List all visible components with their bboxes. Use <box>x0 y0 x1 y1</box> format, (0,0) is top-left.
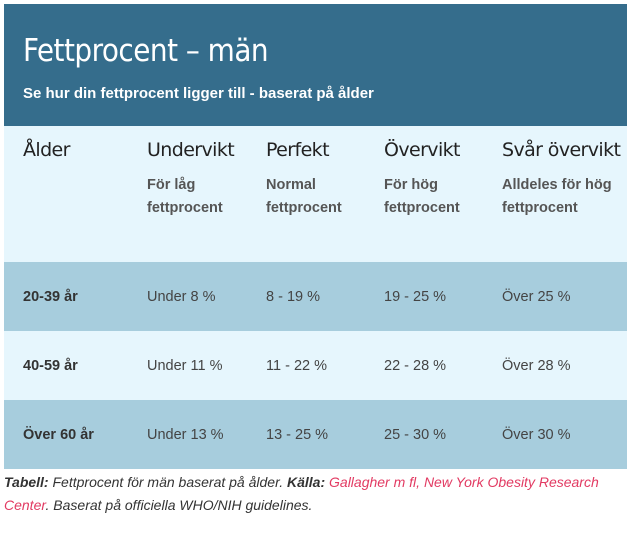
column-description: För låg fettprocent <box>147 177 223 216</box>
column-description: Normal fettprocent <box>266 177 342 216</box>
caption-tail: . Baserat på officiella WHO/NIH guidelin… <box>45 497 313 513</box>
severe-overweight-cell: Över 30 % <box>502 426 571 443</box>
caption-label: Tabell: <box>4 474 49 490</box>
column-description: För hög fettprocent <box>384 177 460 216</box>
column-header-age: Ålder <box>4 138 128 262</box>
underweight-cell: Under 8 % <box>147 288 216 305</box>
severe-overweight-cell: Över 25 % <box>502 288 571 305</box>
column-description: Alldeles för hög fettprocent <box>502 177 612 216</box>
underweight-cell: Under 13 % <box>147 426 224 443</box>
column-title: Övervikt <box>384 139 460 161</box>
column-header-overweight: Övervikt För hög fettprocent <box>365 138 483 262</box>
column-title: Svår övervikt <box>502 139 621 161</box>
column-title: Perfekt <box>266 139 330 161</box>
table-row: 20-39 år Under 8 % 8 - 19 % 19 - 25 % Öv… <box>4 262 627 331</box>
column-title: Ålder <box>23 139 70 161</box>
perfect-cell: 8 - 19 % <box>266 288 320 305</box>
column-headers: Ålder Undervikt För låg fettprocent Perf… <box>4 126 627 262</box>
table-header: Fettprocent – män Se hur din fettprocent… <box>4 4 627 126</box>
perfect-cell: 11 - 22 % <box>266 357 327 374</box>
severe-overweight-cell: Över 28 % <box>502 357 571 374</box>
overweight-cell: 22 - 28 % <box>384 357 447 374</box>
perfect-cell: 13 - 25 % <box>266 426 329 443</box>
column-header-underweight: Undervikt För låg fettprocent <box>128 138 247 262</box>
age-cell: 40-59 år <box>23 357 78 374</box>
overweight-cell: 19 - 25 % <box>384 288 447 305</box>
table-subtitle: Se hur din fettprocent ligger till - bas… <box>23 85 374 102</box>
source-link[interactable]: Gallagher m fl, New York Obesity Researc… <box>4 474 599 513</box>
caption-text: Fettprocent för män baserat på ålder. <box>48 474 287 490</box>
age-cell: Över 60 år <box>23 426 94 443</box>
column-header-perfect: Perfekt Normal fettprocent <box>247 138 365 262</box>
column-header-severe-overweight: Svår övervikt Alldeles för hög fettproce… <box>483 138 627 262</box>
table-title: Fettprocent – män <box>23 33 269 69</box>
column-title: Undervikt <box>147 139 235 161</box>
underweight-cell: Under 11 % <box>147 357 223 374</box>
table-row: 40-59 år Under 11 % 11 - 22 % 22 - 28 % … <box>4 331 627 400</box>
table-caption: Tabell: Fettprocent för män baserat på å… <box>4 471 630 517</box>
source-label: Källa: <box>287 474 326 490</box>
overweight-cell: 25 - 30 % <box>384 426 447 443</box>
table-row: Över 60 år Under 13 % 13 - 25 % 25 - 30 … <box>4 400 627 469</box>
age-cell: 20-39 år <box>23 288 78 305</box>
body-fat-table: Fettprocent – män Se hur din fettprocent… <box>4 4 627 469</box>
